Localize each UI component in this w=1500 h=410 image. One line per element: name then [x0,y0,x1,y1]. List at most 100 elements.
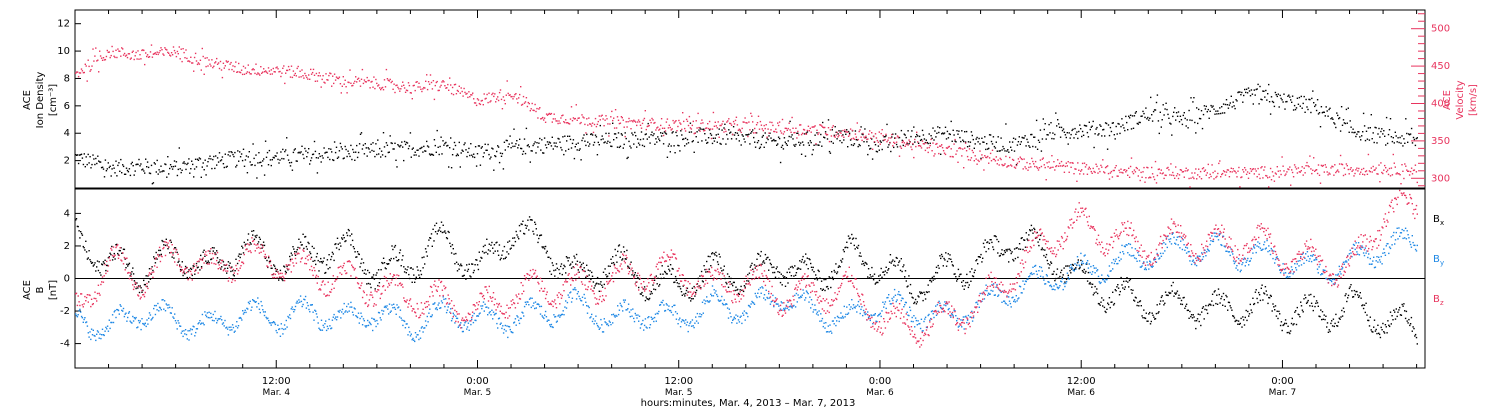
point-velocity [504,103,506,105]
point-Bx [516,234,518,236]
point-density [1050,122,1052,124]
point-velocity [1166,167,1168,169]
point-density [328,148,330,150]
point-Bx [980,253,982,256]
point-Bx [896,257,898,259]
point-By [338,311,340,313]
point-Bx [649,293,652,295]
point-By [151,318,153,320]
point-velocity [558,120,560,122]
point-Bx [1145,312,1147,314]
point-Bx [393,246,396,248]
point-Bx [498,244,501,246]
point-velocity [684,127,686,130]
point-Bx [1310,293,1312,296]
point-velocity [470,94,472,96]
point-density [892,133,894,135]
point-density [1184,117,1186,120]
point-By [520,317,522,320]
point-Bx [699,275,701,277]
point-Bx [1033,227,1035,230]
point-density [101,166,104,168]
point-density [1407,141,1409,143]
point-density [92,154,94,156]
point-Bx [1351,290,1353,292]
point-velocity [1139,179,1141,182]
point-By [294,305,297,308]
point-density [1117,122,1119,125]
point-density [392,148,394,150]
point-Bx [96,266,98,268]
point-velocity [893,141,895,144]
point-velocity [362,82,365,85]
point-velocity [1349,168,1351,171]
point-density [225,166,227,168]
point-velocity [415,81,417,83]
point-velocity [143,49,145,52]
point-velocity [323,81,325,83]
point-Bx [389,259,391,262]
point-velocity [927,151,929,154]
point-Bx [1339,318,1341,320]
point-velocity [707,123,709,125]
point-density [712,137,715,139]
point-By [75,313,77,315]
point-By [388,303,391,305]
point-Bx [90,262,93,264]
point-density [1058,126,1061,128]
point-By [512,331,514,334]
point-density [784,141,786,143]
point-Bx [1236,319,1238,322]
point-velocity [1352,169,1354,171]
point-Bx [113,252,115,255]
point-Bx [278,279,280,281]
point-Bx [1257,301,1259,304]
point-velocity [508,94,510,96]
point-velocity [336,77,339,79]
point-velocity [213,65,215,67]
point-By [228,326,230,328]
point-density [194,158,197,160]
point-density [387,151,389,154]
point-velocity [1193,177,1195,180]
point-velocity [1360,171,1362,173]
point-Bx [99,272,101,274]
point-density [1089,128,1091,131]
point-By [311,304,313,306]
point-Bx [978,256,980,258]
point-Bx [1177,297,1179,299]
point-density [324,152,326,154]
point-velocity [1035,166,1038,168]
point-Bx [967,286,970,289]
point-Bx [865,262,867,264]
point-Bx [728,275,730,278]
point-density [1169,122,1171,124]
point-Bx [427,245,429,247]
point-Bx [272,273,274,276]
point-Bx [1267,302,1269,305]
point-density [1042,118,1044,120]
point-velocity [661,127,664,129]
point-velocity [1295,168,1298,170]
point-density [304,147,306,150]
point-Bx [373,278,376,280]
point-velocity [351,85,353,87]
point-Bx [705,271,707,273]
point-velocity [1165,174,1167,177]
point-velocity [144,63,146,66]
point-By [526,301,528,303]
point-By [331,319,334,321]
point-density [343,157,345,159]
point-density [709,132,712,135]
point-velocity [1102,159,1104,161]
point-density [299,152,301,154]
point-density [211,167,213,170]
point-density [1340,106,1343,108]
point-Bx [137,285,140,287]
point-velocity [567,122,570,125]
point-Bx [1023,239,1026,241]
point-By [216,319,219,322]
point-velocity [297,65,299,68]
point-density [755,132,758,134]
point-density [823,136,825,138]
